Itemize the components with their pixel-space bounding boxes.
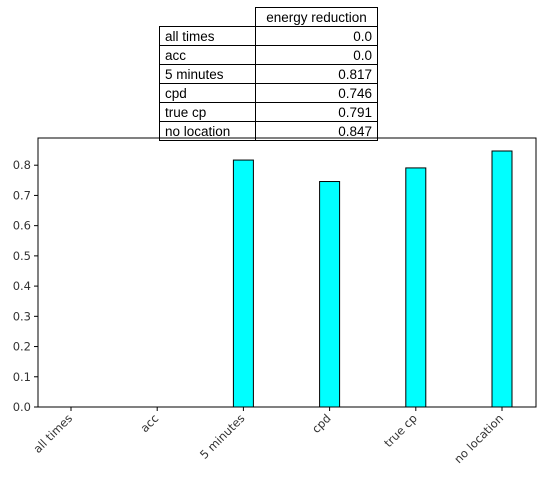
bar <box>491 150 513 408</box>
plot-area-frame <box>37 137 537 408</box>
table-row-value: 0.791 <box>255 102 378 122</box>
x-tick-label: no location <box>451 411 506 466</box>
y-tick-label: 0.6 <box>13 219 31 233</box>
y-tick-label: 0.5 <box>13 249 31 263</box>
x-tick-label: cpd <box>309 411 334 436</box>
x-axis: all times acc 5 minutes cpd true cp no locati… <box>31 407 506 466</box>
y-tick-label: 0.0 <box>13 400 31 414</box>
x-tick-label: true cp <box>381 411 420 450</box>
table-row-value: 0.0 <box>255 45 378 65</box>
y-tick-label: 0.8 <box>13 158 31 172</box>
table-header-row: energy reduction <box>159 7 378 27</box>
table-row-value: 0.817 <box>255 64 378 84</box>
table-row: cpd 0.746 <box>159 83 378 103</box>
y-tick-label: 0.7 <box>13 188 31 202</box>
bar <box>232 159 254 408</box>
table-row-label: cpd <box>159 83 256 103</box>
table-row: true cp 0.791 <box>159 102 378 122</box>
table-row-label: 5 minutes <box>159 64 256 84</box>
y-tick-label: 0.3 <box>13 309 31 323</box>
table-column-header: energy reduction <box>255 7 378 27</box>
table-row-value: 0.0 <box>255 26 378 46</box>
bars-group <box>232 150 513 408</box>
y-axis: 0.0 0.1 0.2 0.3 0.4 0.5 0.6 0.7 0.8 <box>13 158 38 414</box>
table-corner <box>159 7 256 27</box>
y-tick-label: 0.2 <box>13 340 31 354</box>
x-tick-label: all times <box>31 411 76 456</box>
table-row-value: 0.746 <box>255 83 378 103</box>
table-row: no location 0.847 <box>159 121 378 141</box>
table-row-label: all times <box>159 26 256 46</box>
x-tick-label: 5 minutes <box>197 411 248 462</box>
x-tick-label: acc <box>137 411 161 435</box>
table-row: all times 0.0 <box>159 26 378 46</box>
table-row-label: acc <box>159 45 256 65</box>
table-row: acc 0.0 <box>159 45 378 65</box>
bar <box>405 167 427 408</box>
table-row-label: true cp <box>159 102 256 122</box>
bar <box>319 181 341 408</box>
values-table: energy reduction all times 0.0 acc 0.0 5… <box>159 7 378 141</box>
y-tick-label: 0.4 <box>13 279 31 293</box>
table-row: 5 minutes 0.817 <box>159 64 378 84</box>
table-row-value: 0.847 <box>255 121 378 141</box>
y-tick-label: 0.1 <box>13 370 31 384</box>
table-row-label: no location <box>159 121 256 141</box>
